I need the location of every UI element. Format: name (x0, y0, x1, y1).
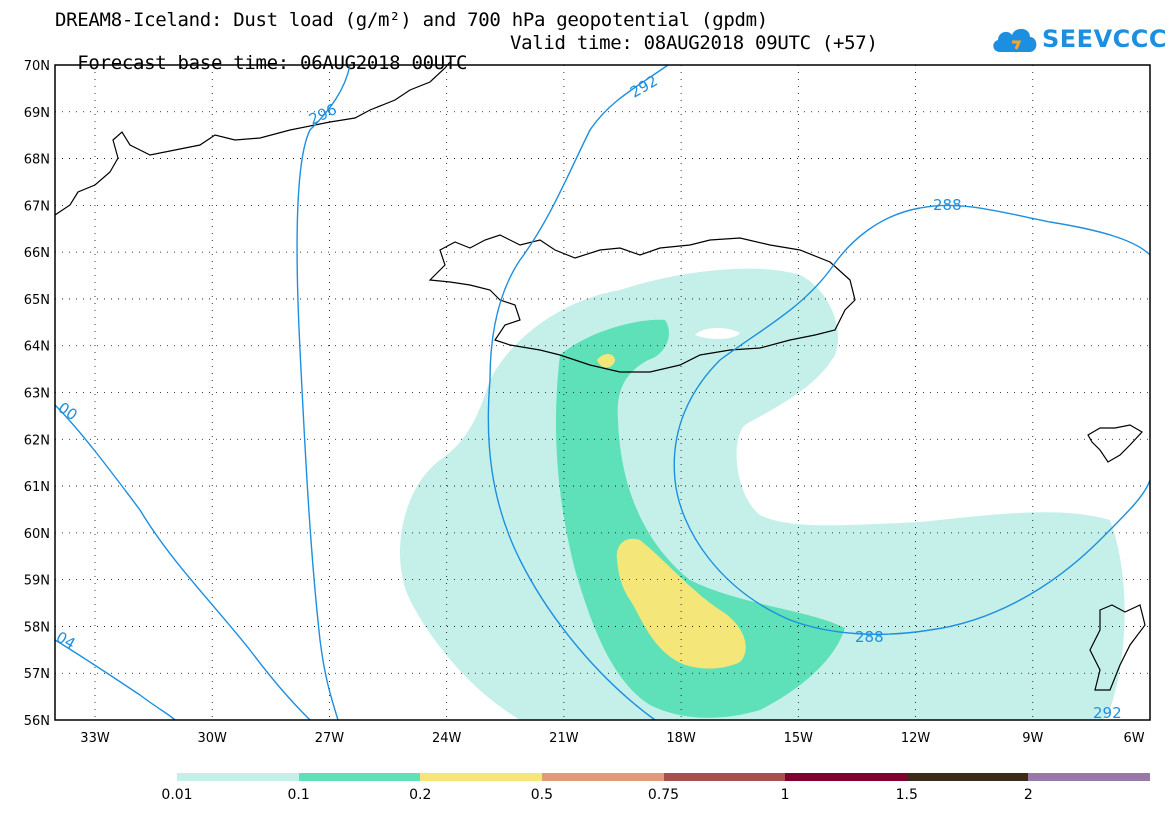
colorbar-segment (541, 773, 664, 781)
colorbar-segment (785, 773, 907, 781)
lon-label: 15W (784, 731, 814, 746)
lat-label: 65N (24, 293, 50, 308)
lon-label: 21W (549, 731, 579, 746)
lat-label: 57N (24, 667, 50, 682)
dust-fill-02 (597, 354, 746, 669)
lon-label: 33W (80, 731, 110, 746)
contour-label-288-north: 288 (933, 196, 962, 214)
colorbar-label: 1 (780, 787, 790, 803)
colorbar-segment (177, 773, 299, 781)
lon-label: 18W (666, 731, 696, 746)
contour-label-00: 00 (55, 399, 81, 425)
lon-label: 27W (315, 731, 345, 746)
lat-label: 63N (24, 387, 50, 402)
map-frame (54, 64, 1151, 721)
coastline (54, 61, 1146, 691)
latitude-labels: 70N 69N 68N 67N 66N 65N 64N 63N 62N 61N 60N 59N 58N 5… (24, 59, 50, 729)
lat-label: 69N (24, 106, 50, 121)
contour-label-288-south: 288 (855, 628, 884, 646)
geopotential-contours (54, 64, 1151, 721)
longitude-labels: 33W 30W 27W 24W 21W 18W 15W 12W 9W 6W (80, 731, 1144, 746)
dust-fill-01 (555, 319, 845, 718)
lat-label: 58N (24, 620, 50, 635)
map-title: DREAM8-Iceland: Dust load (g/m²) and 700… (55, 9, 768, 31)
lat-label: 56N (24, 714, 50, 729)
lat-label: 68N (24, 153, 50, 168)
seevccc-logo: SEEVCCC (990, 22, 1167, 56)
colorbar-label: 1.5 (895, 787, 918, 803)
lat-label: 66N (24, 246, 50, 261)
contour-label-04: 04 (53, 628, 79, 653)
colorbar-segment (298, 773, 421, 781)
colorbar-segment (663, 773, 786, 781)
contour-label-292: 292 (627, 72, 661, 102)
contour-label-296: 296 (306, 100, 340, 128)
colorbar-label: 0.1 (287, 787, 310, 803)
colorbar-label: 2 (1023, 787, 1033, 803)
colorbar-segment (420, 773, 542, 781)
map-grid (55, 65, 1150, 720)
colorbar-label: 0.2 (409, 787, 432, 803)
lon-label: 24W (432, 731, 462, 746)
lat-label: 64N (24, 340, 50, 355)
colorbar-label: 0.5 (530, 787, 554, 803)
forecast-base-time: Forecast base time: 06AUG2018 00UTC (77, 52, 468, 74)
cloud-icon (993, 28, 1037, 52)
lon-label: 9W (1022, 731, 1043, 746)
lat-label: 59N (24, 574, 50, 589)
lon-label: 30W (198, 731, 228, 746)
lat-label: 60N (24, 527, 50, 542)
valid-time: Valid time: 08AUG2018 09UTC (+57) (510, 32, 878, 54)
lat-label: 70N (24, 59, 50, 74)
logo-text: SEEVCCC (1042, 25, 1167, 53)
dust-colorbar (177, 773, 1150, 781)
lon-label: 12W (901, 731, 931, 746)
colorbar-label: 0.75 (647, 787, 680, 803)
colorbar-segment (906, 773, 1029, 781)
lat-label: 61N (24, 480, 50, 495)
contour-label-292-south: 292 (1093, 704, 1122, 722)
lat-label: 67N (24, 199, 50, 214)
lat-label: 62N (24, 433, 50, 448)
colorbar-segment (1028, 773, 1150, 781)
colorbar-label: 0.01 (161, 787, 193, 803)
time-line: Forecast base time: 06AUG2018 00UTC Vali… (55, 33, 878, 93)
lon-label: 6W (1123, 731, 1144, 746)
